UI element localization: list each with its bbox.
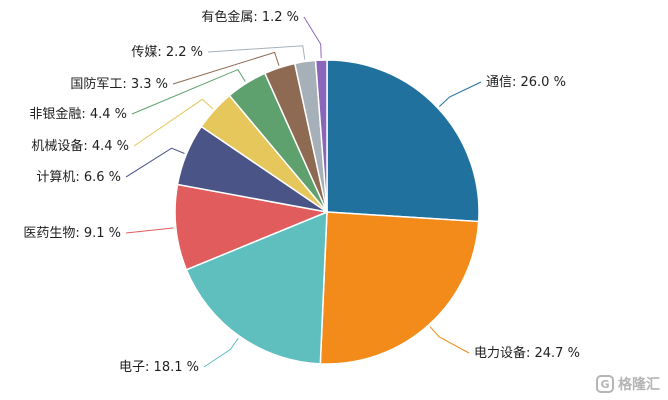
pie-slice-3 bbox=[174, 183, 330, 271]
leader-line-8 bbox=[207, 45, 306, 60]
leader-line-2 bbox=[203, 337, 239, 368]
leader-line-1 bbox=[429, 326, 470, 354]
slice-label-2: 电子: 18.1 % bbox=[119, 360, 199, 375]
leader-line-3 bbox=[125, 227, 174, 234]
slice-label-1: 电力设备: 24.7 % bbox=[474, 345, 580, 361]
pie-slice-1 bbox=[319, 211, 480, 365]
leader-line-0 bbox=[438, 81, 482, 107]
slice-label-4: 计算机: 6.6 % bbox=[36, 170, 121, 185]
slice-label-6: 非银金融: 4.4 % bbox=[29, 106, 127, 122]
slice-label-3: 医药生物: 9.1 % bbox=[23, 226, 121, 241]
leader-line-4 bbox=[125, 147, 185, 178]
pie-slice-9 bbox=[314, 59, 328, 213]
pie-slice-0 bbox=[326, 59, 480, 223]
slice-label-8: 传媒: 2.2 % bbox=[131, 45, 203, 60]
slice-label-9: 有色金属: 1.2 % bbox=[201, 9, 299, 25]
leader-line-7 bbox=[172, 51, 280, 85]
pie-slice-2 bbox=[185, 210, 328, 365]
slice-label-0: 通信: 26.0 % bbox=[486, 75, 566, 90]
slice-label-5: 机械设备: 4.4 % bbox=[31, 138, 129, 154]
slice-label-7: 国防军工: 3.3 % bbox=[70, 76, 168, 92]
leader-line-5 bbox=[133, 98, 214, 147]
g-logo-icon: G bbox=[596, 375, 614, 393]
watermark: G 格隆汇 bbox=[596, 374, 660, 394]
leader-line-6 bbox=[131, 68, 246, 115]
leader-line-9 bbox=[303, 16, 322, 59]
watermark-text: 格隆汇 bbox=[618, 377, 660, 393]
